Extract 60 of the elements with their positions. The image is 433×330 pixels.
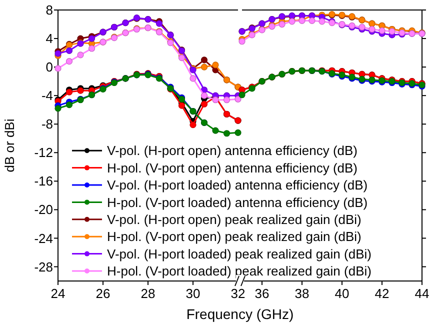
point: [77, 52, 84, 58]
legend-label: V-pol. (H-port loaded) peak realized gain (dBi): [107, 246, 372, 262]
legend-label: V-pol. (H-port open) peak realized gain (dBi): [107, 212, 362, 227]
point: [308, 17, 316, 24]
point: [190, 122, 196, 128]
point: [200, 56, 208, 64]
point: [234, 129, 242, 136]
point: [178, 54, 186, 62]
x-tick-label: 26: [96, 286, 110, 301]
point: [200, 64, 208, 70]
point: [238, 38, 246, 45]
x-tick-label: 40: [334, 286, 350, 301]
point: [54, 65, 62, 72]
point: [200, 100, 208, 108]
point: [368, 26, 376, 33]
x-axis-title: Frequency (GHz): [186, 306, 294, 322]
y-tick-label: -16: [34, 174, 53, 189]
point: [223, 96, 230, 104]
point: [88, 45, 96, 52]
point: [238, 92, 246, 98]
point: [212, 127, 219, 134]
point: [234, 96, 242, 102]
x-tick-label: 28: [140, 286, 156, 301]
x-tick-label: 32: [230, 286, 246, 301]
x-tick-label: 44: [414, 286, 430, 301]
point: [200, 92, 208, 99]
y-tick-label: -12: [34, 145, 53, 160]
point: [318, 18, 326, 25]
point: [178, 102, 186, 109]
x-tick-label: 36: [254, 286, 270, 301]
y-tick-label: -8: [41, 116, 53, 132]
point: [212, 62, 219, 68]
x-tick-label: 24: [50, 286, 66, 301]
y-tick-label: -28: [34, 259, 53, 274]
point: [66, 102, 73, 108]
x-tick-label: 38: [294, 286, 310, 301]
point: [278, 20, 286, 28]
legend-label: V-pol. (H-port open) antenna efficiency (dB): [107, 143, 358, 158]
point: [378, 27, 386, 34]
point: [358, 24, 366, 30]
point: [212, 96, 219, 104]
point: [388, 28, 396, 35]
legend-label: V-pol. (H-port loaded) antenna efficiency (dB): [107, 178, 368, 193]
legend-label: H-pol. (V-port loaded) antenna efficiency (dB): [107, 194, 368, 210]
point: [66, 47, 73, 54]
y-tick-label: 0: [46, 60, 53, 75]
x-tick-label: 30: [186, 286, 200, 301]
y-tick-label: 4: [46, 31, 53, 46]
point: [54, 105, 62, 112]
y-tick-label: -24: [34, 230, 53, 246]
legend-label: H-pol. (V-port open) peak realized gain (dBi): [107, 229, 362, 244]
legend-label: H-pol. (V-port open) antenna efficiency (dB): [107, 160, 358, 176]
point: [190, 75, 196, 82]
point: [66, 58, 73, 65]
point: [223, 130, 230, 137]
x-tick-label: 42: [374, 286, 390, 301]
y-tick-label: -20: [34, 202, 53, 218]
y-tick-label: -4: [41, 88, 53, 104]
y-axis-title: dB or dBi: [2, 118, 17, 172]
y-tick-label: 8: [46, 2, 53, 18]
